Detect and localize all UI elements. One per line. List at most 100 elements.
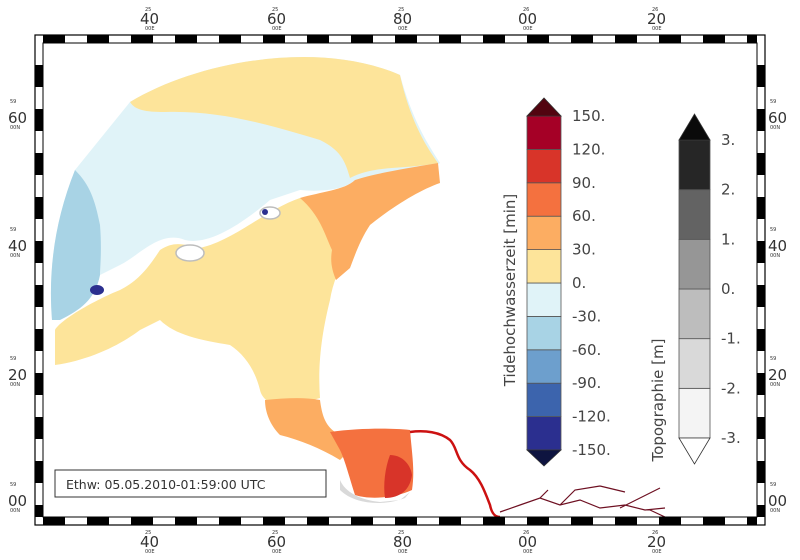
frame-segment [35,329,43,351]
topo-level-swatch [678,338,711,389]
frame-segment [175,35,197,43]
topo-tick-label: 2. [721,181,735,199]
tide-level-swatch [526,148,562,184]
river-channel [409,430,501,517]
right-tick-label: 40 [768,237,787,255]
top-tick-sub: 25 [145,7,151,13]
frame-segment [757,65,765,87]
river-tributaries [499,485,666,517]
frame-segment [395,517,417,525]
frame-segment [757,197,765,219]
frame-segment [395,35,417,43]
top-tick-label: 80 [393,10,412,28]
coastline-grey [340,480,410,503]
top-tick-sec: 00E [523,26,533,32]
tide-tick-label: -30. [572,307,601,325]
frame-segment [87,35,109,43]
topo-tick-label: -1. [721,330,741,348]
frame-segment [43,517,65,525]
top-tick-label: 60 [267,10,286,28]
tide-level-swatch [526,215,562,250]
top-tick-label: 20 [647,10,666,28]
left-tick-sub: 59 [10,99,16,105]
frame-segment [747,517,757,525]
bottom-tick-sec: 00E [652,549,662,555]
bottom-tick-label: 20 [647,533,666,551]
island [262,209,268,215]
map-frame: 254000E256000E258000E260000E262000E25400… [8,7,787,555]
bottom-tick-sub: 25 [272,530,278,536]
topo-upper-arrow [678,113,711,141]
top-tick-label: 00 [518,10,537,28]
right-tick-sub: 59 [770,99,776,105]
tide-tick-label: -90. [572,374,601,392]
bottom-tick-label: 40 [140,533,159,551]
topo-tick-label: -2. [721,379,741,397]
bottom-tick-sub: 25 [145,530,151,536]
frame-segment [35,241,43,263]
frame-segment [757,153,765,175]
top-tick-sec: 00E [398,26,408,32]
frame-segment [131,35,153,43]
left-tick-sub: 59 [10,356,16,362]
frame-segment [757,241,765,263]
tide-tick-label: -60. [572,341,601,359]
tide-tick-label: 150. [572,107,605,125]
frame-segment [527,35,549,43]
right-tick-sec: 00N [770,125,780,131]
frame-segment [439,517,461,525]
tide-upper-arrow [526,97,562,117]
frame-segment [615,517,637,525]
left-tick-label: 40 [8,237,27,255]
topo-tick-label: 1. [721,230,735,248]
bottom-tick-sec: 00E [398,549,408,555]
frame-segment [483,517,505,525]
top-tick-sub: 25 [398,7,404,13]
left-tick-sub: 59 [10,482,16,488]
right-tick-sub: 59 [770,482,776,488]
bottom-tick-label: 00 [518,533,537,551]
tide-lower-arrow [525,449,563,467]
frame-segment [659,35,681,43]
frame-segment [35,461,43,483]
topo-tick-label: -3. [721,429,741,447]
inner-estuary-area [384,455,412,498]
topo-tick-label: 3. [721,131,735,149]
frame-segment [35,153,43,175]
frame-segment [703,35,725,43]
bottom-tick-sec: 00E [523,549,533,555]
topo-level-swatch [678,387,711,439]
left-tick-sec: 00N [10,125,20,131]
topo-colorbar-title: Topographie [m] [649,339,667,463]
central-gulf-area [55,194,365,407]
island [175,244,205,262]
timestamp-text: Ethw: 05.05.2010-01:59:00 UTC [66,477,266,492]
right-tick-sec: 00N [770,382,780,388]
frame-segment [35,65,43,87]
frame-segment [219,35,241,43]
southern-bay-area [265,398,350,460]
topo-tick-label: 0. [721,280,735,298]
map-area [50,57,666,517]
frame-segment [757,329,765,351]
tide-level-swatch [526,315,562,351]
frame-segment [659,517,681,525]
right-tick-sec: 00N [770,253,780,259]
left-tick-sec: 00N [10,382,20,388]
frame-segment [757,417,765,439]
top-tick-sub: 26 [523,7,529,13]
island [90,285,104,295]
tide-tick-label: 90. [572,174,596,192]
frame-segment [175,517,197,525]
frame-segment [43,35,65,43]
frame-segment [757,373,765,395]
right-tick-sub: 59 [770,356,776,362]
frame-segment [351,35,373,43]
tide-tick-label: 0. [572,274,586,292]
tide-level-swatch [526,115,562,150]
tide-level-swatch [526,249,562,284]
tide-tick-label: 60. [572,207,596,225]
top-tick-label: 40 [140,10,159,28]
eastern-gulf-area [300,163,440,280]
